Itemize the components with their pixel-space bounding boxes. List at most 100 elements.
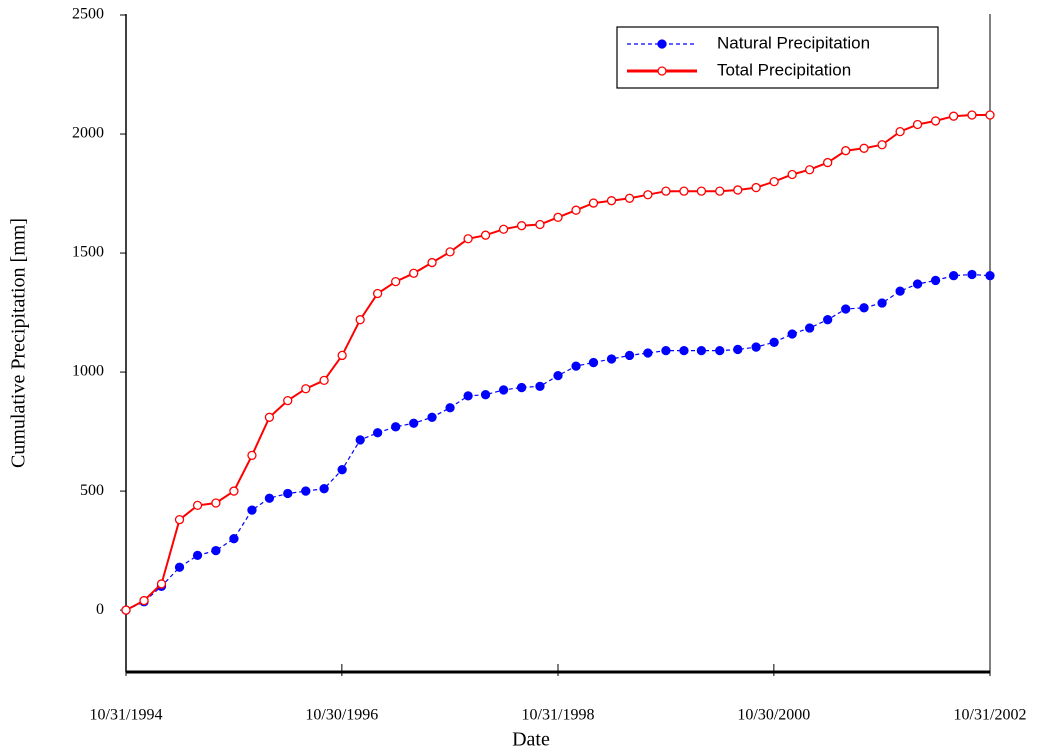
series-marker	[301, 486, 311, 496]
legend-box	[616, 26, 939, 89]
x-tick-label: 10/31/2002	[954, 707, 1027, 724]
series-marker	[624, 193, 635, 203]
series-marker	[859, 303, 869, 313]
series-marker	[930, 275, 941, 286]
series-marker	[445, 247, 455, 257]
series-marker	[247, 505, 257, 515]
series-marker	[445, 403, 455, 413]
series-marker	[841, 304, 851, 314]
series-marker	[895, 126, 905, 137]
series-marker	[733, 185, 743, 195]
series-marker	[588, 198, 599, 208]
y-tick-label: 2000	[72, 125, 104, 142]
y-tick-label: 2500	[72, 6, 104, 23]
series-marker	[283, 488, 293, 499]
x-tick-label: 10/31/1998	[522, 707, 595, 724]
series-marker	[877, 298, 887, 308]
series-marker	[516, 382, 527, 393]
series-marker	[606, 196, 617, 206]
series-marker	[985, 110, 995, 120]
series-marker	[553, 370, 563, 381]
x-tick-label: 10/31/1994	[90, 707, 163, 724]
series-marker	[787, 169, 797, 180]
series-marker	[967, 110, 977, 120]
series-marker	[823, 315, 833, 325]
series-marker	[498, 224, 509, 234]
series-marker	[192, 500, 203, 511]
series-marker	[121, 605, 131, 615]
series-marker	[606, 354, 617, 364]
series-marker	[679, 345, 689, 356]
series-marker	[571, 205, 581, 215]
series-marker	[643, 348, 653, 358]
series-marker	[427, 412, 437, 422]
series-marker	[588, 357, 599, 368]
series-marker	[409, 268, 419, 278]
series-marker	[391, 276, 401, 287]
series-marker	[804, 165, 815, 175]
x-tick-label: 10/30/1996	[305, 707, 378, 724]
series-marker	[715, 345, 725, 356]
series-marker	[787, 329, 797, 339]
y-tick-label: 0	[96, 601, 104, 618]
series-marker	[841, 146, 851, 156]
series-marker	[535, 219, 545, 230]
legend-marker	[657, 39, 667, 49]
series-marker	[823, 157, 833, 168]
series-marker	[877, 140, 887, 150]
series-marker	[498, 385, 509, 395]
legend-label: Natural Precipitation	[717, 33, 870, 52]
x-axis-label: Date	[512, 729, 550, 751]
series-marker	[372, 288, 383, 299]
series-marker	[409, 418, 419, 428]
legend-label: Total Precipitation	[717, 60, 851, 79]
series-marker	[355, 315, 365, 325]
series-marker	[661, 345, 671, 356]
series-marker	[319, 484, 329, 494]
series-marker	[624, 350, 635, 361]
series-marker	[516, 221, 527, 231]
series-marker	[319, 375, 329, 386]
legend-marker	[657, 66, 667, 76]
series-marker	[480, 230, 491, 240]
series-marker	[912, 279, 923, 289]
series-marker	[895, 286, 905, 296]
series-marker	[211, 545, 221, 556]
y-tick-label: 500	[80, 482, 104, 499]
series-marker	[733, 344, 743, 355]
series-marker	[264, 412, 275, 422]
series-marker	[804, 323, 815, 333]
series-marker	[930, 116, 941, 126]
x-tick-label: 10/30/2000	[737, 707, 810, 724]
series-marker	[715, 186, 725, 196]
series-marker	[696, 345, 707, 356]
series-marker	[174, 562, 185, 572]
series-marker	[480, 390, 491, 400]
series-marker	[337, 465, 347, 475]
series-marker	[679, 186, 689, 196]
series-marker	[211, 498, 221, 508]
series-line	[125, 114, 990, 611]
series-marker	[769, 337, 779, 347]
series-marker	[751, 342, 761, 352]
series-marker	[391, 422, 401, 432]
series-marker	[859, 143, 869, 153]
series-marker	[229, 534, 239, 544]
series-marker	[948, 271, 959, 281]
series-marker	[535, 381, 545, 391]
series-marker	[427, 257, 437, 268]
series-marker	[301, 384, 311, 394]
series-line	[125, 273, 991, 611]
series-marker	[967, 269, 977, 280]
series-marker	[247, 450, 257, 461]
series-marker	[661, 186, 671, 196]
series-marker	[283, 395, 293, 406]
series-marker	[985, 271, 995, 281]
series-marker	[174, 515, 185, 525]
series-marker	[264, 493, 275, 503]
series-marker	[229, 486, 239, 496]
series-marker	[643, 190, 653, 200]
series-marker	[571, 361, 581, 371]
series-marker	[463, 391, 473, 401]
